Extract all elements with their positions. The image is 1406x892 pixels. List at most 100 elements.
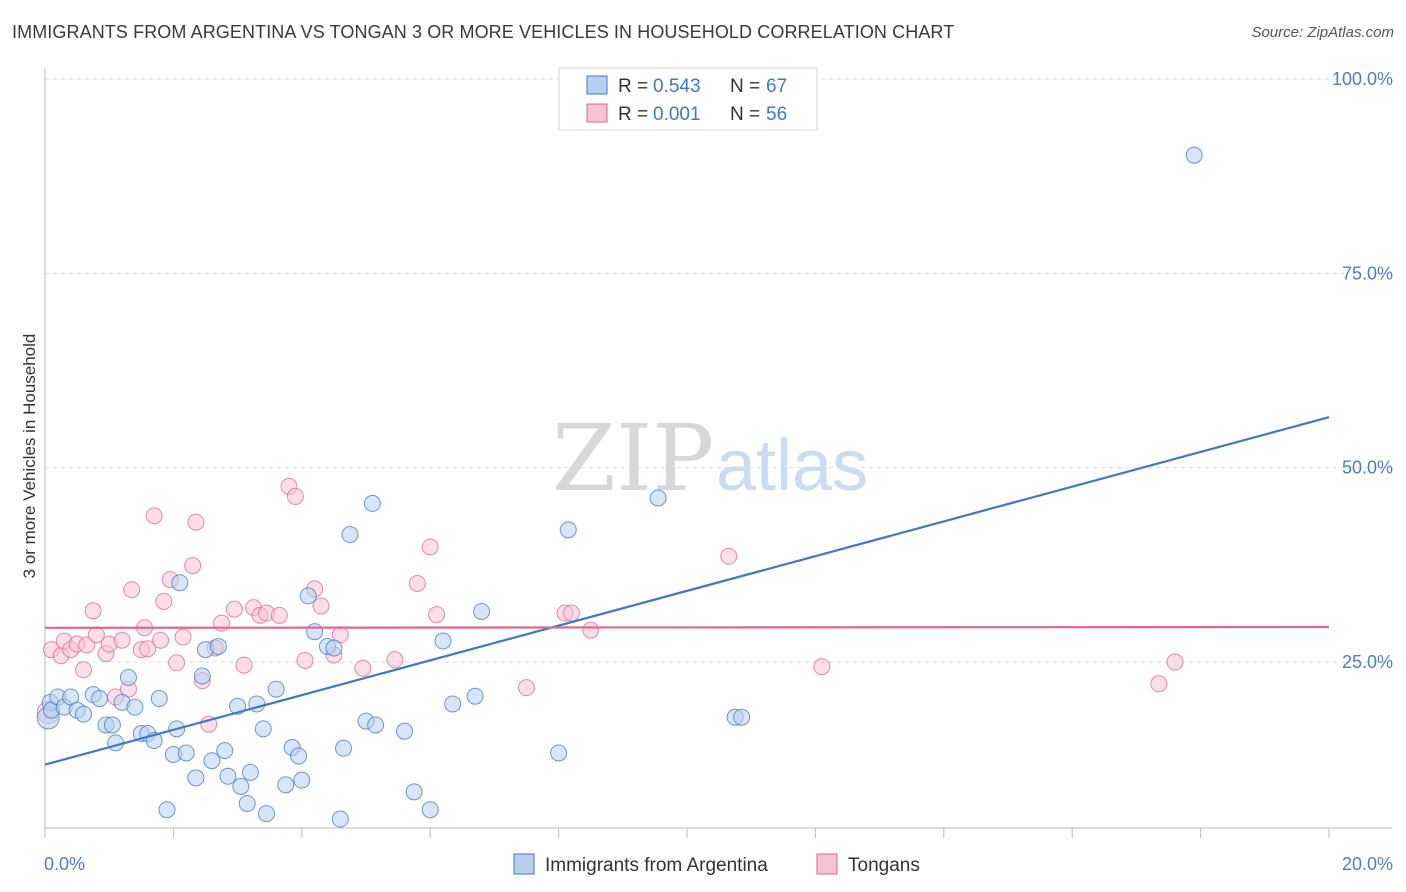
point-argentina xyxy=(187,769,205,787)
point-argentina xyxy=(267,680,285,698)
point-tongans xyxy=(421,538,439,556)
point-tongans xyxy=(582,621,600,639)
point-tongans xyxy=(139,640,157,658)
point-argentina xyxy=(363,494,381,512)
point-tongans xyxy=(408,574,426,592)
point-tongans xyxy=(386,651,404,669)
point-tongans xyxy=(225,600,243,618)
point-argentina xyxy=(254,720,272,738)
series-tongans xyxy=(36,477,1184,733)
point-tongans xyxy=(123,581,141,599)
point-tongans xyxy=(518,679,535,697)
point-tongans xyxy=(562,604,580,622)
series-argentina xyxy=(36,146,1203,828)
point-argentina xyxy=(209,637,227,655)
point-argentina xyxy=(325,639,343,657)
point-argentina xyxy=(473,602,491,620)
y-tick-label: 50.0% xyxy=(1342,458,1393,478)
point-argentina xyxy=(193,667,211,685)
legend-n-label-2: N = xyxy=(730,104,760,125)
point-tongans xyxy=(235,656,253,674)
legend-n-label-1: N = xyxy=(730,76,760,97)
legend: R = 0.543 N = 67 R = 0.001 N = 56 xyxy=(558,67,818,131)
point-tongans xyxy=(152,631,170,649)
y-tick-label: 100.0% xyxy=(1332,69,1393,89)
point-argentina xyxy=(335,739,353,757)
bottom-legend-label-argentina: Immigrants from Argentina xyxy=(545,855,768,876)
point-tongans xyxy=(1166,653,1184,671)
y-tick-label: 25.0% xyxy=(1342,652,1393,672)
point-argentina xyxy=(733,708,751,726)
point-argentina xyxy=(126,698,144,716)
point-argentina xyxy=(299,587,317,605)
chart-title: IMMIGRANTS FROM ARGENTINA VS TONGAN 3 OR… xyxy=(12,22,955,42)
y-axis-title: 3 or more Vehicles in Household xyxy=(20,334,39,579)
point-argentina xyxy=(331,810,349,828)
point-tongans xyxy=(174,628,192,646)
point-argentina xyxy=(91,690,109,708)
watermark: ZIP atlas xyxy=(552,405,868,512)
point-argentina xyxy=(241,763,259,781)
point-argentina xyxy=(277,776,295,794)
trend-line-tongans xyxy=(44,625,1330,629)
point-argentina xyxy=(103,716,121,734)
y-tick-label: 75.0% xyxy=(1342,263,1393,283)
point-tongans xyxy=(286,487,304,505)
point-argentina xyxy=(119,669,137,687)
point-argentina xyxy=(290,747,308,765)
watermark-atlas: atlas xyxy=(716,426,868,506)
legend-n-value-1: 67 xyxy=(766,76,787,97)
point-argentina xyxy=(559,521,577,539)
point-argentina xyxy=(466,687,484,705)
y-tick-labels: 25.0% 50.0% 75.0% 100.0% xyxy=(1332,69,1393,672)
point-tongans xyxy=(1150,675,1168,693)
point-tongans xyxy=(428,606,446,624)
legend-r-label-1: R = xyxy=(618,76,648,97)
bottom-legend-swatch-tongans xyxy=(816,853,838,875)
point-argentina xyxy=(203,752,221,770)
point-argentina xyxy=(293,771,311,789)
bottom-legend: Immigrants from Argentina Tongans xyxy=(513,853,920,876)
chart-source: Source: ZipAtlas.com xyxy=(1251,24,1394,41)
point-argentina xyxy=(649,489,667,507)
point-argentina xyxy=(306,623,324,641)
point-tongans xyxy=(187,513,205,531)
point-argentina xyxy=(232,777,250,795)
point-argentina xyxy=(257,805,275,823)
point-argentina xyxy=(171,574,189,592)
legend-swatch-argentina xyxy=(586,75,608,95)
point-tongans xyxy=(184,557,202,575)
point-argentina xyxy=(405,783,423,801)
point-argentina xyxy=(434,632,452,650)
legend-swatch-tongans xyxy=(586,103,608,123)
legend-r-value-1: 0.543 xyxy=(653,76,701,97)
bottom-legend-label-tongans: Tongans xyxy=(848,855,920,876)
point-argentina xyxy=(550,744,568,762)
point-tongans xyxy=(145,507,163,525)
point-argentina xyxy=(158,801,176,819)
x-tick-marks xyxy=(44,828,1330,838)
point-tongans xyxy=(270,606,288,624)
bottom-legend-swatch-argentina xyxy=(513,853,535,875)
point-argentina xyxy=(421,801,439,819)
watermark-zip: ZIP xyxy=(552,405,714,512)
point-tongans xyxy=(84,602,102,620)
point-tongans xyxy=(813,658,831,676)
x-tick-label-max: 20.0% xyxy=(1342,854,1393,874)
point-tongans xyxy=(720,547,738,565)
point-argentina xyxy=(219,767,237,785)
point-argentina xyxy=(75,705,93,723)
point-argentina xyxy=(150,690,168,708)
legend-r-label-2: R = xyxy=(618,104,648,125)
point-argentina xyxy=(216,742,234,760)
point-tongans xyxy=(75,661,93,679)
point-argentina xyxy=(177,744,195,762)
point-argentina xyxy=(341,526,359,544)
point-argentina xyxy=(1185,146,1203,164)
grid xyxy=(45,78,1392,663)
trend-line-argentina xyxy=(44,416,1330,766)
legend-r-value-2: 0.001 xyxy=(653,104,701,125)
point-tongans xyxy=(168,654,186,672)
point-tongans xyxy=(113,631,131,649)
